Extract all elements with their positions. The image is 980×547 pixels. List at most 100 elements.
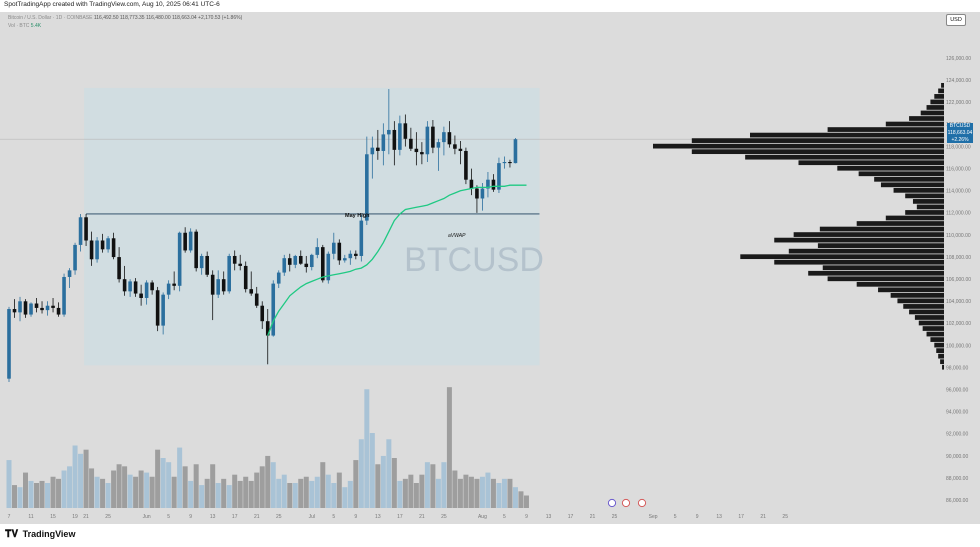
- volume-profile-bar: [817, 243, 944, 248]
- candle-body: [282, 258, 287, 273]
- candle-body: [502, 162, 507, 164]
- volume-profile-bar: [926, 105, 944, 110]
- volume-bar: [72, 445, 78, 508]
- y-tick-label: 124,000.00: [946, 78, 971, 84]
- volume-bar: [171, 476, 177, 508]
- candle-body: [161, 294, 165, 326]
- candle-body: [210, 274, 215, 295]
- volume-profile-bar: [788, 248, 944, 254]
- x-tick-label: 19: [72, 514, 78, 520]
- candle-body: [7, 309, 11, 379]
- candle-body: [458, 148, 463, 151]
- candle-body: [387, 129, 391, 135]
- x-tick-label: 7: [8, 514, 11, 520]
- volume-bar: [50, 476, 56, 508]
- volume-profile-bar: [930, 337, 944, 342]
- volume-bar: [292, 483, 298, 508]
- tradingview-logo[interactable]: 𝐓𝐕 TradingView: [5, 529, 75, 540]
- candle-body: [117, 257, 121, 280]
- candle-body: [403, 123, 408, 139]
- volume-bar: [83, 449, 89, 508]
- candle-body: [40, 307, 44, 311]
- y-tick-label: 106,000.00: [946, 277, 971, 283]
- brand-name: TradingView: [22, 529, 76, 539]
- volume-profile-bar: [934, 342, 944, 348]
- volume-profile-bar: [916, 204, 944, 210]
- volume-bar: [166, 462, 172, 508]
- volume-bar: [193, 464, 199, 508]
- volume-bar: [353, 460, 359, 508]
- volume-profile-bar: [897, 298, 944, 304]
- candle-body: [271, 283, 276, 336]
- volume-bar: [133, 476, 139, 508]
- y-tick-label: 118,000.00: [946, 144, 971, 150]
- volume-bar: [336, 472, 342, 508]
- volume-bar: [94, 476, 100, 508]
- volume-bar: [248, 480, 254, 508]
- candle-body: [51, 305, 55, 308]
- volume-bar: [435, 478, 441, 508]
- candle-body: [84, 217, 88, 241]
- candle-body: [497, 163, 501, 190]
- volume-bar: [507, 478, 513, 508]
- volume-bar: [468, 476, 474, 508]
- volume-bar: [122, 466, 128, 508]
- x-tick-label: 25: [612, 514, 618, 520]
- candle-body: [238, 263, 243, 266]
- volume-bar: [446, 387, 452, 508]
- volume-bar: [237, 480, 243, 508]
- volume-bar: [56, 478, 62, 508]
- volume-profile-bar: [827, 276, 944, 282]
- candle-body: [78, 217, 83, 245]
- candle-body: [95, 240, 99, 260]
- candle-body: [431, 126, 435, 148]
- volume-profile-bar: [691, 138, 944, 143]
- volume-bar: [485, 472, 491, 508]
- volume-bar: [17, 487, 23, 508]
- candle-body: [486, 179, 490, 189]
- candle-body: [18, 301, 22, 313]
- credit-text: SpotTradingApp created with TradingView.…: [4, 1, 220, 8]
- volume-profile-bar: [819, 226, 944, 232]
- volume-bar: [358, 439, 364, 508]
- volume-bar: [160, 458, 166, 508]
- candle-body: [343, 258, 347, 261]
- volume-bar: [34, 483, 40, 508]
- x-tick-label: 5: [332, 514, 335, 520]
- y-tick-label: 102,000.00: [946, 321, 971, 327]
- symbol-line: Bitcoin / U.S. Dollar · 1D · COINBASE: [8, 15, 93, 21]
- bottom-bar: 𝐓𝐕 TradingView: [0, 524, 980, 547]
- ohlc-values: 116,492.50 118,773.35 116,480.00 118,663…: [93, 15, 243, 21]
- volume-bar: [402, 478, 408, 508]
- candle-body: [243, 265, 248, 290]
- y-tick-label: 88,000.00: [946, 476, 968, 482]
- candle-body: [376, 147, 380, 151]
- x-tick-label: 25: [105, 514, 111, 520]
- candle-body: [172, 283, 176, 286]
- volume-bar: [479, 476, 485, 508]
- y-tick-label: 110,000.00: [946, 233, 971, 239]
- candle-body: [227, 255, 231, 292]
- tradingview-mark-icon: 𝐓𝐕: [5, 529, 19, 540]
- volume-bar: [452, 470, 458, 508]
- currency-button[interactable]: USD: [946, 14, 966, 26]
- volume-profile-bar: [793, 232, 944, 237]
- candle-body: [491, 179, 496, 190]
- volume-profile-bar: [808, 270, 944, 276]
- volume-profile-bar: [856, 221, 944, 226]
- volume-bar: [320, 462, 326, 508]
- volume-bar: [116, 464, 122, 508]
- candle-body: [331, 242, 336, 254]
- y-tick-label: 126,000.00: [946, 56, 971, 62]
- x-tick-label: 21: [419, 514, 425, 520]
- volume-bar: [89, 468, 95, 508]
- candle-body: [365, 154, 369, 221]
- price-chart[interactable]: BTCUSD May High aVWAP 126,000.00 124,000.…: [0, 12, 980, 524]
- volume-profile-bar: [880, 182, 944, 188]
- candle-body: [139, 293, 143, 298]
- candle-body: [216, 279, 220, 295]
- volume-bar: [496, 483, 502, 508]
- x-tick-label: 9: [189, 514, 192, 520]
- chart-legend: Bitcoin / U.S. Dollar · 1D · COINBASE 11…: [8, 14, 242, 30]
- volume-bar: [204, 478, 210, 508]
